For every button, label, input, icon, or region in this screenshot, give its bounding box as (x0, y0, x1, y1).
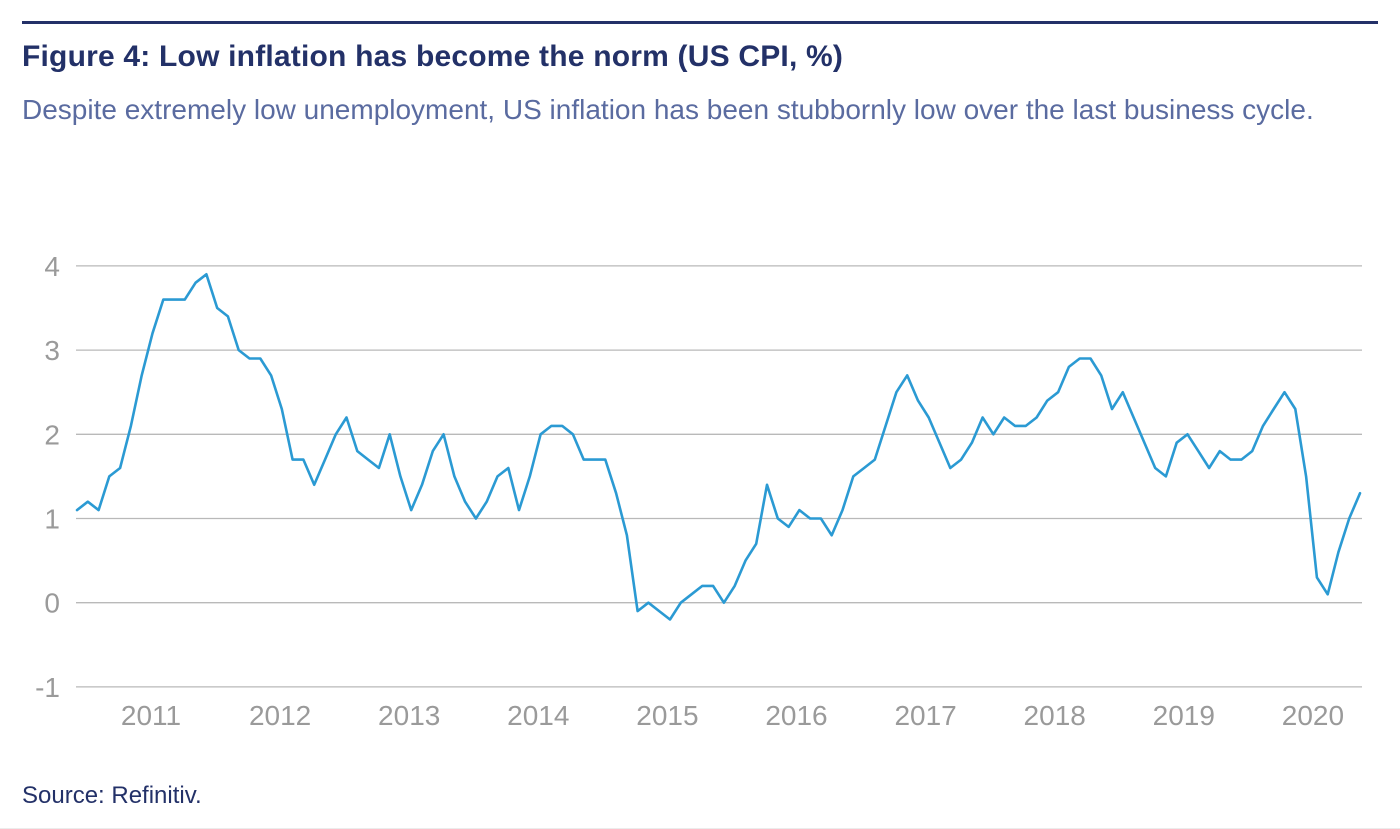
x-tick-label: 2020 (1282, 700, 1344, 731)
figure-title: Figure 4: Low inflation has become the n… (22, 40, 844, 73)
cpi-series-line (75, 272, 1362, 621)
y-tick-label: 3 (44, 335, 60, 366)
x-tick-label: 2017 (894, 700, 956, 731)
y-tick-label: 1 (44, 504, 60, 535)
source-note: Source: Refinitiv. (22, 782, 202, 809)
figure-subtitle: Despite extremely low unemployment, US i… (22, 94, 1314, 125)
y-tick-label: 0 (44, 588, 60, 619)
x-tick-label: 2018 (1024, 700, 1086, 731)
x-tick-label: 2013 (378, 700, 440, 731)
top-rule (22, 21, 1378, 24)
x-tick-label: 2011 (121, 700, 181, 731)
y-tick-label: -1 (35, 672, 60, 703)
x-tick-label: 2016 (765, 700, 827, 731)
y-tick-label: 4 (44, 251, 60, 282)
x-tick-label: 2014 (507, 700, 569, 731)
x-tick-label: 2015 (636, 700, 698, 731)
y-tick-label: 2 (44, 419, 60, 450)
x-tick-label: 2019 (1153, 700, 1215, 731)
x-tick-label: 2012 (249, 700, 311, 731)
